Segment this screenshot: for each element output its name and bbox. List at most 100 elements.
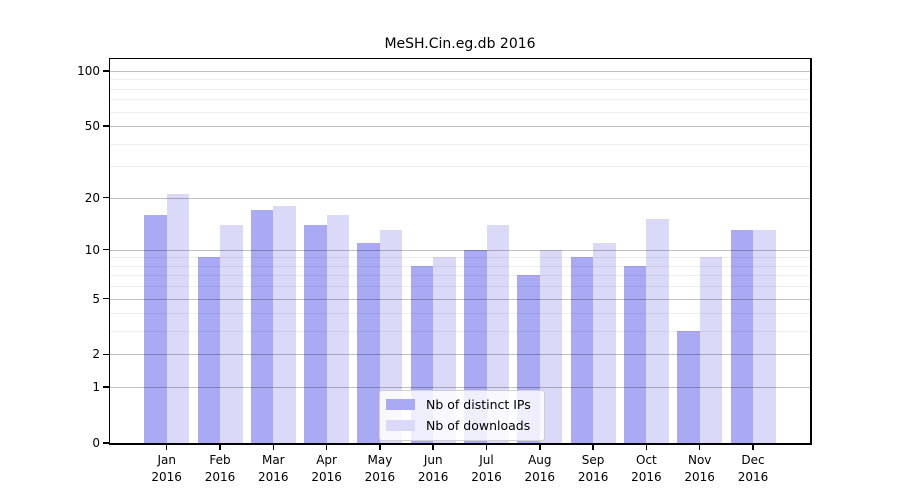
bar-downloads [379,230,403,443]
gridline-minor [110,257,810,259]
gridline-minor [110,166,810,168]
x-tick-label: Nov 2016 [670,452,730,486]
gridline-major [110,298,810,300]
gridline-major [110,249,810,251]
x-tick-label-line: Jun [423,453,443,467]
x-tick-mark [432,444,434,450]
bar-downloads [220,224,243,443]
gridline-minor [110,88,810,90]
x-tick-label-line: Mar [261,453,285,467]
x-tick-label-line: Oct [636,453,657,467]
gridline-minor [110,275,810,277]
x-tick-label-line: Apr [316,453,337,467]
gridline-minor [110,313,810,315]
gridline-minor [110,79,810,81]
x-tick-label-line: 2016 [737,470,769,484]
x-tick-label-line: 2016 [204,470,236,484]
x-tick-label-line: 2016 [471,470,502,484]
x-tick-label: Sep 2016 [563,452,623,486]
chart-title: MeSH.Cin.eg.db 2016 [384,36,536,52]
x-tick-label-line: Feb [209,453,231,467]
x-tick-label-line: 2016 [311,470,342,484]
x-tick-label-line: Dec [741,453,765,467]
x-tick-label-line: Sep [581,453,605,467]
bar-distinct-ips [304,224,327,443]
x-tick-mark [165,444,168,450]
y-tick-mark [103,386,109,388]
gridline-minor [110,286,810,288]
x-tick-label: Feb 2016 [190,452,250,486]
x-tick-mark [325,444,328,450]
y-tick-label: 2 [92,347,100,362]
legend-swatch-downloads [386,420,415,431]
x-tick-mark [752,444,754,450]
bar-downloads [486,224,509,443]
bar-downloads [273,205,296,443]
y-tick-label: 1 [92,380,100,395]
gridline-minor [110,265,810,267]
plot-area: Nb of distinct IPs Nb of downloads Jan 20… [77,57,812,484]
bar-downloads [166,193,190,443]
legend-label-downloads: Nb of downloads [426,418,531,433]
gridline-major [110,125,810,127]
y-tick-mark [103,196,109,199]
y-tick-label: 20 [84,190,100,205]
gridline-minor [110,331,810,333]
x-tick-mark [592,444,594,450]
x-tick-label-line: 2016 [417,470,449,484]
gridline-major [110,387,810,389]
x-tick-label-line: 2016 [577,470,609,484]
y-tick-label: 0 [92,436,100,450]
spine-bottom [108,443,812,445]
gridline-major [110,70,810,72]
legend-item-downloads: Nb of downloads [386,418,536,433]
gridline-minor [110,99,810,101]
y-tick-label: 50 [84,118,100,133]
x-tick-label: May 2016 [350,452,410,486]
bar-distinct-ips [144,214,167,443]
bar-downloads [699,257,723,443]
y-tick-label: 10 [84,242,100,257]
y-tick-mark [103,297,109,300]
x-tick-mark [539,444,541,450]
legend: Nb of distinct IPs Nb of downloads [379,390,545,441]
legend-label-distinct-ips: Nb of distinct IPs [426,397,531,412]
bar-downloads [646,219,669,443]
y-tick-mark [103,70,109,72]
x-tick-label: Jun 2016 [403,452,463,486]
x-tick-label-line: Jan [157,453,176,467]
x-tick-label-line: 2016 [364,470,396,484]
gridline-major [110,197,810,199]
legend-item-distinct-ips: Nb of distinct IPs [386,397,536,412]
x-tick-mark [272,444,275,450]
spine-right [810,57,812,445]
bar-downloads [593,242,616,443]
bar-distinct-ips [570,257,594,443]
x-tick-label-line: 2016 [524,470,556,484]
bar-distinct-ips [677,331,700,443]
legend-swatch-distinct-ips [386,399,415,410]
x-tick-mark [698,444,701,450]
x-tick-label: Dec 2016 [723,452,783,486]
x-tick-mark [219,444,221,450]
x-tick-mark [379,444,381,450]
y-tick-mark [103,442,109,444]
x-tick-label: Jul 2016 [457,452,517,486]
bar-downloads [753,230,776,443]
x-tick-label-line: Nov [687,453,712,467]
bar-downloads [326,214,350,443]
x-tick-mark [485,444,488,450]
x-tick-label-line: 2016 [631,470,662,484]
y-tick-mark [103,125,109,127]
y-tick-label: 100 [77,63,100,78]
gridline-minor [110,143,810,145]
gridline-minor [110,111,810,113]
bar-distinct-ips [730,230,753,443]
x-tick-label-line: Aug [528,453,552,467]
x-tick-label-line: 2016 [684,470,715,484]
y-tick-mark [103,353,109,356]
x-tick-label-line: Jul [479,453,494,467]
spine-top [108,57,812,59]
bar-downloads [539,249,563,443]
